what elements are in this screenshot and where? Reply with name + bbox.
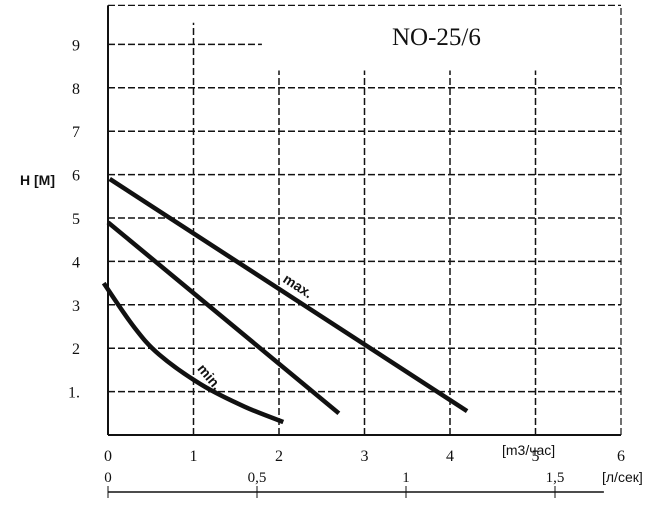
x2-tick-label: 0: [104, 470, 112, 486]
series-label: max.: [280, 270, 315, 301]
x-axis-label: [m3/час]: [502, 442, 555, 458]
y-tick-label: 6: [72, 168, 80, 185]
y-tick-label: 7: [72, 124, 80, 141]
x-tick-label: 6: [617, 448, 625, 465]
y-axis-label: H [M]: [20, 172, 55, 188]
series-curve-2: [106, 220, 341, 416]
x2-tick-label: 1: [402, 470, 410, 486]
grid-layer: [108, 4, 622, 435]
y-tick-label: 9: [72, 37, 80, 54]
series-label: min.: [194, 361, 225, 393]
y-tick-label: 3: [72, 298, 80, 315]
y-tick-label: 5: [72, 211, 80, 228]
series-curve-3: [101, 281, 285, 425]
labels-layer: NO-25/6 H [M] [m3/час] [л/сек] 1. 2 3 4 5 6 7 8…: [20, 24, 643, 486]
chart-title: NO-25/6: [392, 24, 481, 51]
x-tick-label: 0: [104, 448, 112, 465]
x-tick-label: 4: [446, 448, 454, 465]
y-tick-label: 4: [72, 254, 80, 271]
series-layer: [101, 177, 469, 425]
y-tick-label: 8: [72, 81, 80, 98]
y-tick-label: 2: [72, 341, 80, 358]
x2-tick-label: 1,5: [546, 470, 565, 486]
series-curve-1: [108, 177, 469, 414]
y-tick-label: 1.: [68, 385, 80, 402]
axes-layer: [107, 5, 621, 498]
x-tick-label: 5: [532, 448, 540, 465]
x-tick-label: 2: [275, 448, 283, 465]
x-tick-label: 3: [361, 448, 369, 465]
x2-tick-label: 0,5: [248, 470, 267, 486]
x-axis-label-secondary: [л/сек]: [602, 469, 643, 485]
x-tick-label: 1: [190, 448, 198, 465]
